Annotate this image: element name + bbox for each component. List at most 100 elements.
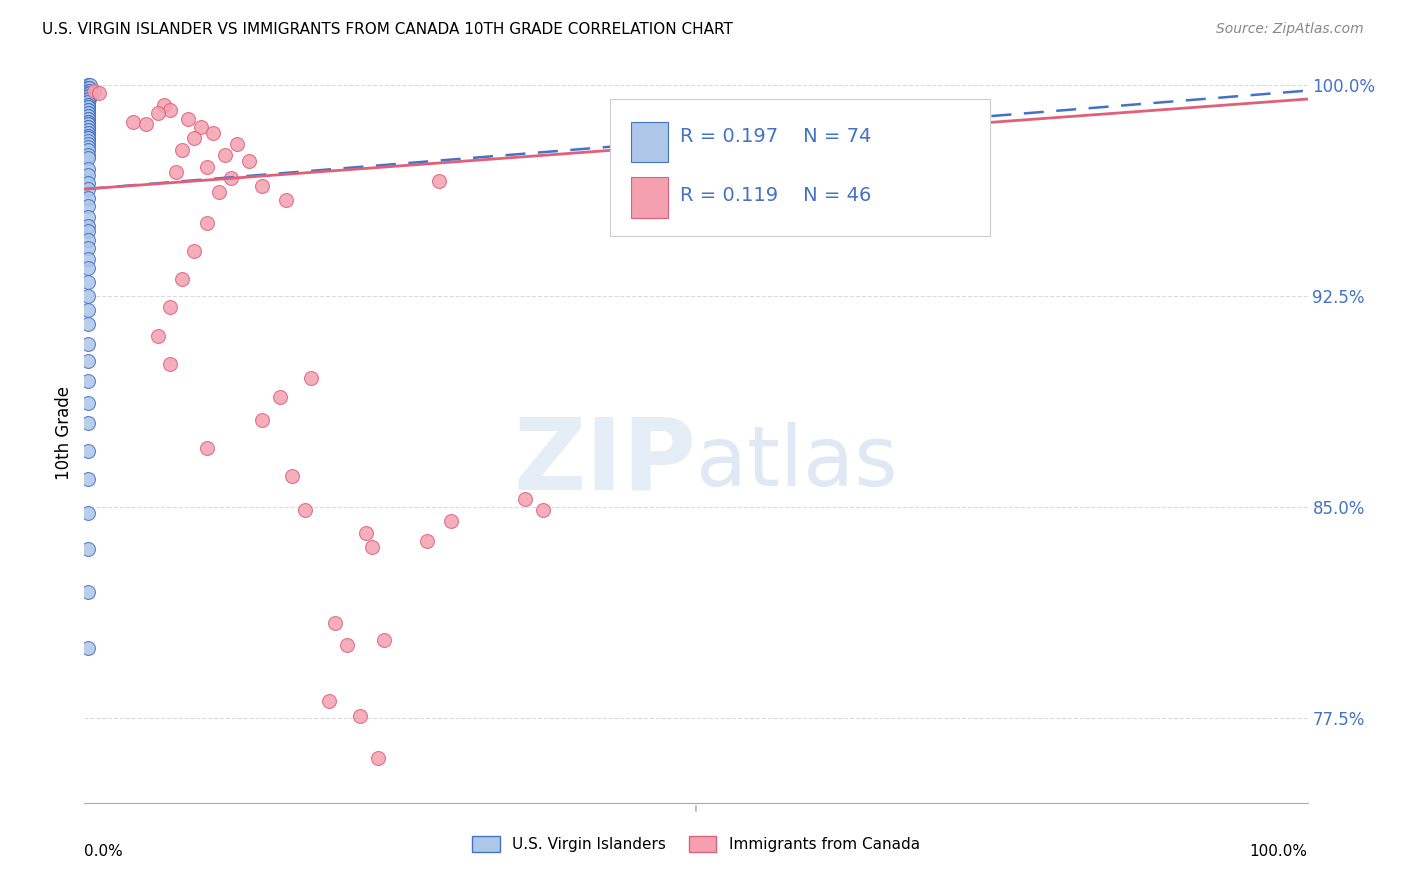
Point (77, 177, 100, 191)
Point (77, 317, 100, 331)
Point (77, 182, 100, 196)
Point (276, 194, 298, 208)
Text: Source: ZipAtlas.com: Source: ZipAtlas.com (1216, 22, 1364, 37)
Point (79, 87, 101, 101)
Point (77, 95, 100, 109)
Point (77, 89, 100, 103)
Point (83, 84, 105, 98)
Point (531, 503, 554, 517)
Point (77, 112, 100, 126)
Point (77, 472, 100, 486)
Point (77, 337, 100, 351)
Point (77, 120, 100, 135)
Point (77, 252, 100, 267)
Point (77, 151, 100, 165)
Point (77, 95, 100, 109)
Point (299, 370, 322, 384)
Point (77, 114, 100, 128)
Point (77, 134, 100, 148)
Point (77, 106, 100, 120)
Point (77, 128, 100, 143)
Point (77, 92, 100, 106)
Point (250, 179, 273, 194)
Point (354, 525, 377, 540)
Point (77, 131, 100, 145)
Point (77, 84, 100, 98)
Point (77, 168, 100, 182)
Point (269, 391, 291, 405)
Point (238, 153, 260, 168)
Legend: U.S. Virgin Islanders, Immigrants from Canada: U.S. Virgin Islanders, Immigrants from C… (467, 830, 925, 858)
Text: atlas: atlas (696, 422, 897, 503)
Point (153, 97, 176, 112)
Text: U.S. VIRGIN ISLANDER VS IMMIGRANTS FROM CANADA 10TH GRADE CORRELATION CHART: U.S. VIRGIN ISLANDER VS IMMIGRANTS FROM … (42, 22, 733, 37)
Point (172, 272, 194, 286)
Text: 0.0%: 0.0% (84, 844, 124, 858)
Point (159, 103, 181, 118)
Point (77, 103, 100, 118)
Point (77, 126, 100, 140)
Point (122, 114, 145, 128)
Point (77, 233, 100, 247)
Point (77, 97, 100, 112)
Point (77, 190, 100, 204)
Point (77, 131, 100, 145)
Point (250, 413, 273, 427)
Point (208, 185, 231, 199)
Point (281, 469, 304, 483)
Point (79, 78, 101, 92)
Point (323, 615, 346, 630)
Point (219, 170, 242, 185)
Point (201, 126, 224, 140)
Text: ZIP: ZIP (513, 414, 696, 511)
Point (77, 103, 100, 118)
Point (77, 128, 100, 143)
Point (513, 491, 536, 506)
Point (77, 260, 100, 275)
Point (77, 354, 100, 368)
Point (77, 78, 100, 92)
Point (77, 396, 100, 410)
Point (195, 216, 218, 230)
Point (172, 143, 194, 157)
Point (190, 120, 212, 135)
Point (77, 100, 100, 114)
Point (146, 106, 169, 120)
Point (77, 584, 100, 599)
Point (77, 84, 100, 98)
Point (77, 137, 100, 152)
Point (77, 109, 100, 123)
Point (77, 80, 100, 95)
Text: R = 0.197    N = 74: R = 0.197 N = 74 (681, 127, 872, 146)
Point (77, 224, 100, 238)
Point (77, 542, 100, 557)
Point (77, 109, 100, 123)
Point (77, 416, 100, 430)
Point (77, 374, 100, 388)
Point (77, 143, 100, 157)
FancyBboxPatch shape (631, 121, 668, 162)
Point (318, 694, 340, 708)
Point (183, 244, 205, 258)
Point (135, 117, 157, 131)
Point (77, 89, 100, 103)
Point (77, 303, 100, 318)
Point (77, 199, 100, 213)
Point (77, 112, 100, 126)
Point (440, 514, 463, 528)
Point (195, 441, 218, 455)
Point (77, 120, 100, 135)
Point (360, 540, 382, 554)
Point (159, 301, 181, 315)
Point (77, 289, 100, 303)
Point (77, 444, 100, 458)
Point (77, 126, 100, 140)
Point (77, 211, 100, 225)
Point (77, 117, 100, 131)
Point (77, 117, 100, 131)
Point (177, 112, 200, 126)
FancyBboxPatch shape (610, 99, 990, 236)
Point (77, 640, 100, 655)
Point (367, 751, 389, 765)
Point (294, 503, 316, 517)
